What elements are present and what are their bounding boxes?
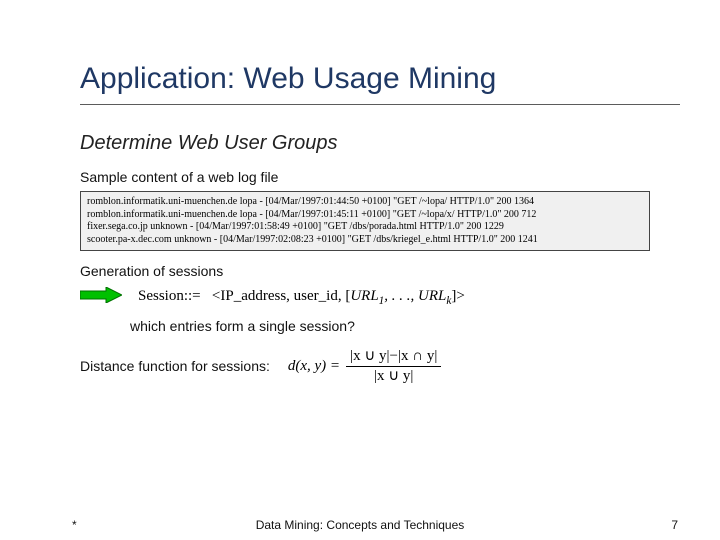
distance-row: Distance function for sessions: d(x, y) … bbox=[80, 348, 670, 384]
log-line: scooter.pa-x.dec.com unknown - [04/Mar/1… bbox=[87, 234, 538, 245]
question: which entries form a single session? bbox=[130, 318, 670, 334]
slide: Application: Web Usage Mining Determine … bbox=[0, 0, 720, 540]
log-line: romblon.informatik.uni-muenchen.de lopa … bbox=[87, 209, 536, 220]
session-mid: , . . ., bbox=[384, 288, 418, 304]
generation-label: Generation of sessions bbox=[80, 263, 670, 279]
session-prefix: Session::= bbox=[138, 288, 201, 304]
subtitle: Determine Web User Groups bbox=[80, 132, 670, 155]
session-body-b: ]> bbox=[451, 288, 464, 304]
footer-center: Data Mining: Concepts and Techniques bbox=[0, 518, 720, 532]
footer-right: 7 bbox=[671, 518, 678, 532]
title-rule bbox=[80, 104, 680, 105]
formula-bar bbox=[346, 366, 441, 367]
formula-numerator: |x ∪ y|−|x ∩ y| bbox=[346, 348, 441, 365]
distance-label: Distance function for sessions: bbox=[80, 358, 270, 374]
urlk: URL bbox=[418, 288, 446, 304]
arrow-icon bbox=[80, 287, 122, 308]
formula-denominator: |x ∪ y| bbox=[370, 368, 418, 385]
arrow-shape bbox=[80, 287, 122, 303]
formula-lhs: d(x, y) = bbox=[288, 358, 340, 375]
distance-formula: d(x, y) = |x ∪ y|−|x ∩ y| |x ∪ y| bbox=[288, 348, 441, 384]
title-block: Application: Web Usage Mining bbox=[80, 62, 680, 105]
content: Determine Web User Groups Sample content… bbox=[80, 132, 670, 384]
session-row: Session::= <IP_address, user_id, [URL1, … bbox=[80, 287, 670, 308]
session-definition: Session::= <IP_address, user_id, [URL1, … bbox=[138, 288, 465, 307]
formula-fraction: |x ∪ y|−|x ∩ y| |x ∪ y| bbox=[346, 348, 441, 384]
slide-title: Application: Web Usage Mining bbox=[80, 62, 680, 96]
log-line: romblon.informatik.uni-muenchen.de lopa … bbox=[87, 196, 534, 207]
sample-label: Sample content of a web log file bbox=[80, 169, 670, 185]
log-box: romblon.informatik.uni-muenchen.de lopa … bbox=[80, 191, 650, 251]
url1: URL bbox=[350, 288, 378, 304]
session-body-a: <IP_address, user_id, [ bbox=[212, 288, 350, 304]
log-line: fixer.sega.co.jp unknown - [04/Mar/1997:… bbox=[87, 221, 504, 232]
